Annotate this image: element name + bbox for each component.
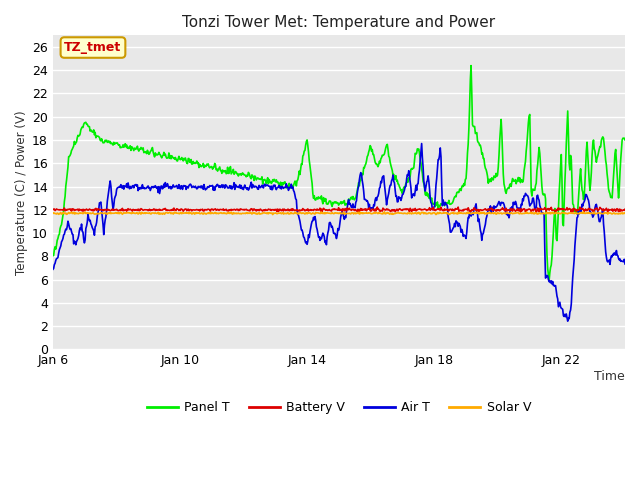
Text: TZ_tmet: TZ_tmet bbox=[65, 41, 122, 54]
Title: Tonzi Tower Met: Temperature and Power: Tonzi Tower Met: Temperature and Power bbox=[182, 15, 495, 30]
X-axis label: Time: Time bbox=[595, 370, 625, 383]
Y-axis label: Temperature (C) / Power (V): Temperature (C) / Power (V) bbox=[15, 110, 28, 275]
Legend: Panel T, Battery V, Air T, Solar V: Panel T, Battery V, Air T, Solar V bbox=[142, 396, 536, 420]
